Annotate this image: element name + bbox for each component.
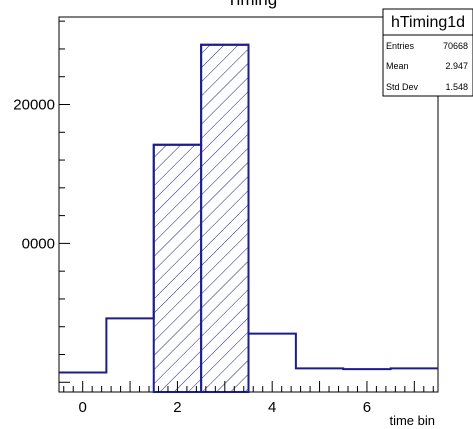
x-axis-ticks: 0 2 4 6 <box>63 381 434 416</box>
stats-stddev-label: Std Dev <box>386 82 419 92</box>
y-tick-label: 0000 <box>22 235 55 252</box>
histogram-bar-2 <box>152 143 203 393</box>
x-axis-label: time bin <box>389 413 435 428</box>
stats-box-frame <box>382 8 473 97</box>
y-tick-label: 20000 <box>13 97 55 114</box>
stats-stddev-value: 1.548 <box>445 82 468 92</box>
histogram-outline <box>59 43 438 374</box>
x-tick-label: 6 <box>363 399 371 416</box>
stats-mean-label: Mean <box>386 61 409 71</box>
y-axis-ticks: 0000 20000 <box>13 20 70 383</box>
stats-entries-label: Entries <box>386 41 415 51</box>
stats-title: hTiming1d <box>391 14 465 31</box>
stats-box: hTiming1d Entries 70668 Mean 2.947 Std D… <box>382 8 473 97</box>
stats-entries-value: 70668 <box>443 41 468 51</box>
x-tick-label: 0 <box>79 399 87 416</box>
x-tick-label: 4 <box>268 399 276 416</box>
stats-mean-value: 2.947 <box>445 61 468 71</box>
histogram-bar-3 <box>200 43 250 394</box>
x-tick-label: 2 <box>173 399 181 416</box>
chart-title: Timing <box>227 0 277 9</box>
